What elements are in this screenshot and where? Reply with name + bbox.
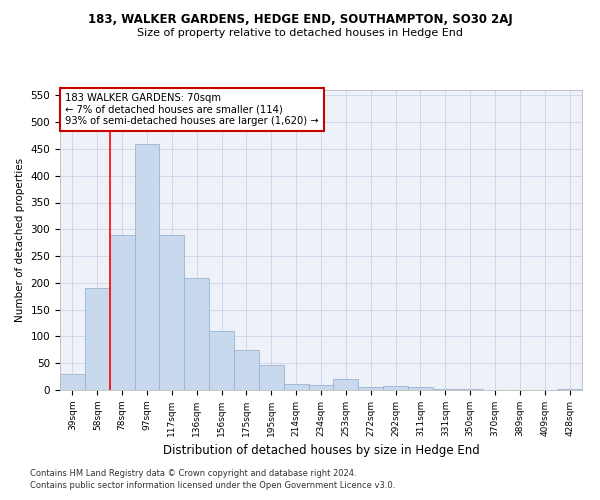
Text: Size of property relative to detached houses in Hedge End: Size of property relative to detached ho…: [137, 28, 463, 38]
Bar: [160, 234, 184, 390]
Text: Contains public sector information licensed under the Open Government Licence v3: Contains public sector information licen…: [30, 481, 395, 490]
X-axis label: Distribution of detached houses by size in Hedge End: Distribution of detached houses by size …: [163, 444, 479, 458]
Bar: [358, 388, 383, 390]
Bar: [334, 380, 358, 390]
Text: Contains HM Land Registry data © Crown copyright and database right 2024.: Contains HM Land Registry data © Crown c…: [30, 468, 356, 477]
Bar: [557, 389, 582, 390]
Bar: [184, 278, 209, 390]
Bar: [308, 384, 334, 390]
Bar: [234, 350, 259, 390]
Bar: [408, 388, 433, 390]
Bar: [85, 288, 110, 390]
Bar: [284, 384, 308, 390]
Text: 183 WALKER GARDENS: 70sqm
← 7% of detached houses are smaller (114)
93% of semi-: 183 WALKER GARDENS: 70sqm ← 7% of detach…: [65, 93, 319, 126]
Bar: [60, 374, 85, 390]
Y-axis label: Number of detached properties: Number of detached properties: [15, 158, 25, 322]
Bar: [259, 365, 284, 390]
Bar: [134, 144, 160, 390]
Bar: [209, 331, 234, 390]
Bar: [110, 234, 134, 390]
Text: 183, WALKER GARDENS, HEDGE END, SOUTHAMPTON, SO30 2AJ: 183, WALKER GARDENS, HEDGE END, SOUTHAMP…: [88, 12, 512, 26]
Bar: [383, 386, 408, 390]
